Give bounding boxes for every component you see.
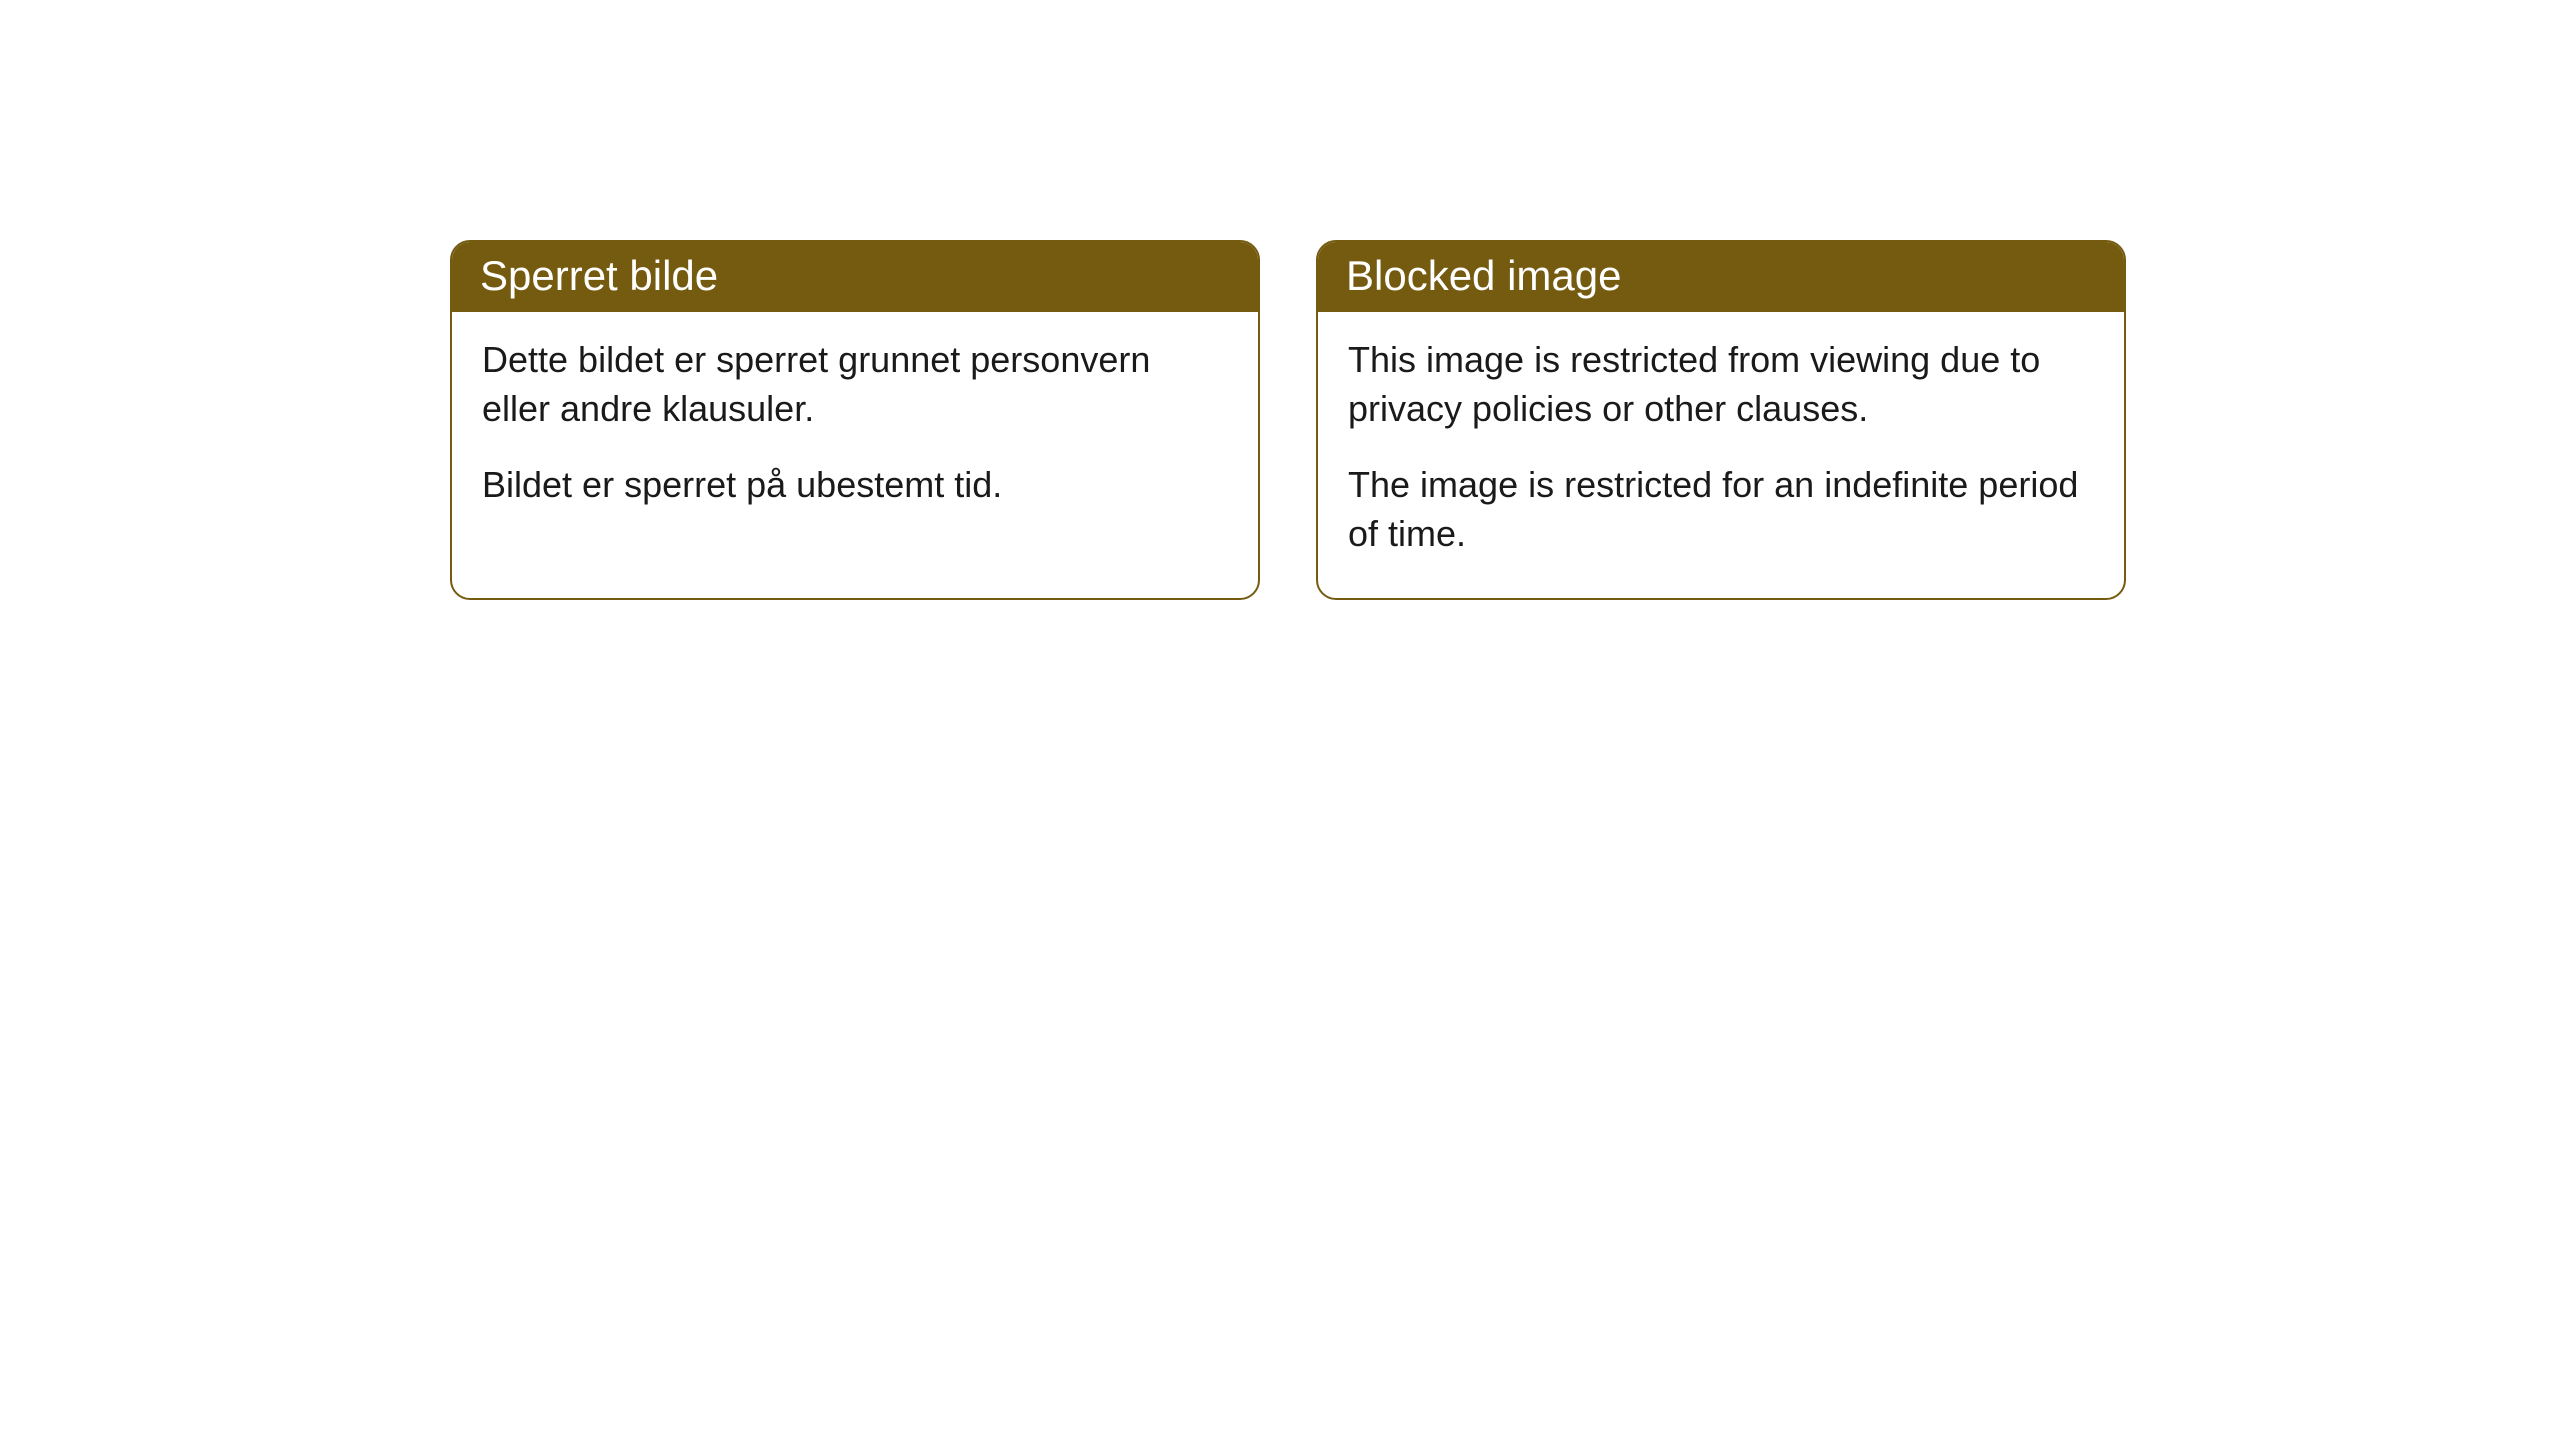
notice-card-english: Blocked image This image is restricted f…	[1316, 240, 2126, 600]
card-title: Sperret bilde	[480, 252, 718, 299]
card-paragraph: Dette bildet er sperret grunnet personve…	[482, 336, 1228, 433]
card-paragraph: The image is restricted for an indefinit…	[1348, 461, 2094, 558]
notice-container: Sperret bilde Dette bildet er sperret gr…	[0, 0, 2560, 600]
card-paragraph: This image is restricted from viewing du…	[1348, 336, 2094, 433]
card-paragraph: Bildet er sperret på ubestemt tid.	[482, 461, 1228, 510]
card-body: This image is restricted from viewing du…	[1318, 312, 2124, 598]
card-title: Blocked image	[1346, 252, 1621, 299]
card-header: Blocked image	[1318, 242, 2124, 312]
card-body: Dette bildet er sperret grunnet personve…	[452, 312, 1258, 550]
card-header: Sperret bilde	[452, 242, 1258, 312]
notice-card-norwegian: Sperret bilde Dette bildet er sperret gr…	[450, 240, 1260, 600]
